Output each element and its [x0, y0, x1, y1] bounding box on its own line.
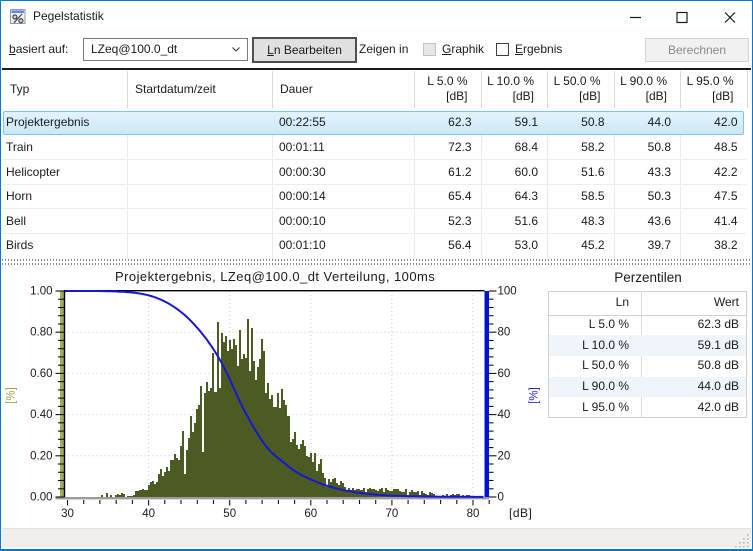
- svg-text:100: 100: [498, 286, 517, 298]
- svg-text:50: 50: [223, 508, 236, 520]
- svg-text:1.00: 1.00: [30, 286, 52, 298]
- svg-text:0.40: 0.40: [30, 409, 52, 421]
- svg-text:60: 60: [498, 368, 511, 380]
- svg-text:30: 30: [61, 508, 74, 520]
- svg-text:0.80: 0.80: [30, 327, 52, 339]
- svg-text:[dB]: [dB]: [509, 506, 532, 520]
- svg-text:80: 80: [498, 327, 511, 339]
- svg-text:80: 80: [467, 508, 480, 520]
- svg-text:0.00: 0.00: [30, 492, 52, 504]
- svg-text:60: 60: [304, 508, 317, 520]
- svg-text:40: 40: [142, 508, 155, 520]
- svg-text:70: 70: [386, 508, 399, 520]
- svg-text:0: 0: [498, 492, 504, 504]
- svg-text:40: 40: [498, 409, 511, 421]
- svg-text:20: 20: [498, 450, 511, 462]
- svg-text:0.60: 0.60: [30, 368, 52, 380]
- svg-text:0.20: 0.20: [30, 450, 52, 462]
